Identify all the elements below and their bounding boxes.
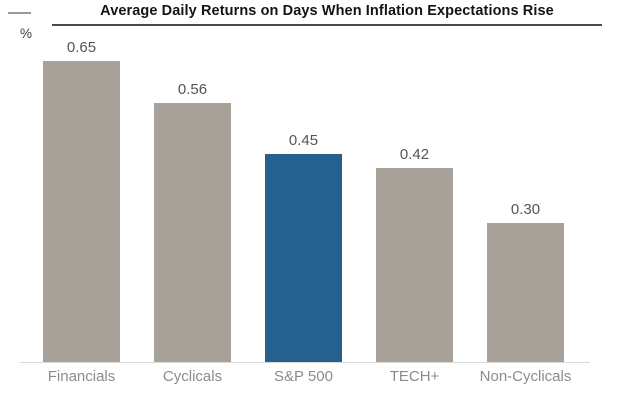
bar-column: 0.45 [265,133,342,362]
category-label: S&P 500 [274,368,333,385]
bar-column: 0.42 [376,147,453,362]
bar-value-label: 0.30 [510,201,541,218]
bar-value-label: 0.45 [288,132,319,149]
category-label: Cyclicals [162,368,223,385]
bar-column: 0.30 [487,202,564,362]
bar [376,168,453,362]
bar-value-label: 0.42 [399,146,430,163]
bar-chart-plot-area: 0.65 0.56 0.45 0.42 0.30 [43,30,564,362]
chart-title: Average Daily Returns on Days When Infla… [100,3,554,19]
category-axis-labels: Financials Cyclicals S&P 500 TECH+ Non-Cycli… [43,368,572,386]
category-label: Non-Cyclicals [479,368,572,385]
bar-column: 0.56 [154,82,231,362]
top-left-dash [8,12,31,14]
bar [265,154,342,362]
bar [487,223,564,362]
chart-title-container: Average Daily Returns on Days When Infla… [52,2,602,26]
bar-value-label: 0.56 [177,81,208,98]
x-axis-baseline [20,362,590,363]
bar [154,103,231,362]
category-label: Financials [47,368,116,385]
category-label: TECH+ [389,368,440,385]
bar-column: 0.65 [43,40,120,362]
bar [43,61,120,362]
bar-value-label: 0.65 [66,39,97,56]
y-axis-unit-label: % [20,26,33,41]
